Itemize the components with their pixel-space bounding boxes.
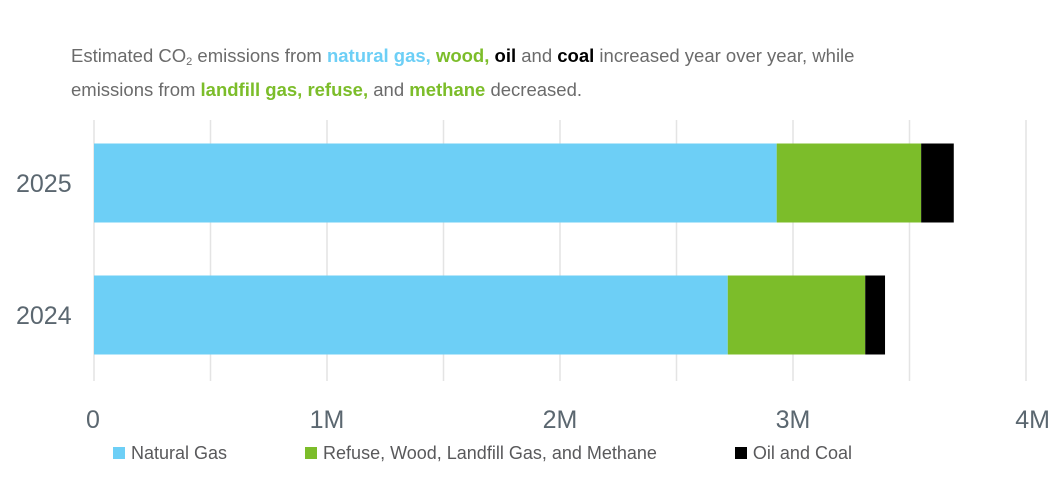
legend-label: Refuse, Wood, Landfill Gas, and Methane xyxy=(323,442,657,463)
subtitle-text: and xyxy=(516,45,558,66)
subtitle-highlight: landfill gas, refuse, xyxy=(200,79,369,100)
bar-2024-series-0 xyxy=(94,275,728,355)
x-tick-label: 2M xyxy=(543,406,578,434)
bar-2025-series-1 xyxy=(776,143,922,223)
subtitle-text: emissions from xyxy=(192,45,327,66)
x-tick-label: 4M xyxy=(1015,406,1050,434)
subtitle-highlight: oil xyxy=(494,45,517,66)
subtitle-highlight: wood, xyxy=(435,45,490,66)
legend-swatch xyxy=(305,447,318,459)
subtitle-text: increased year over year, while xyxy=(594,45,855,66)
subtitle-text: emissions from xyxy=(71,79,201,100)
bar-2024-series-1 xyxy=(727,275,866,355)
subtitle-text: Estimated CO xyxy=(71,45,187,66)
y-tick-label: 2024 xyxy=(16,302,72,330)
x-tick-label: 0 xyxy=(86,406,100,434)
bar-2024-series-2 xyxy=(865,275,886,355)
subtitle-text: and xyxy=(368,79,410,100)
legend-label: Natural Gas xyxy=(131,442,228,463)
chart-subtitle: Estimated CO2 emissions from natural gas… xyxy=(71,42,1031,103)
legend-swatch xyxy=(113,447,125,459)
legend-item: Oil and Coal xyxy=(734,442,852,464)
chart-legend: Natural Gas Refuse, Wood, Landfill Gas, a… xyxy=(113,441,852,465)
x-tick-label: 1M xyxy=(310,406,345,434)
subtitle-highlight: natural gas, xyxy=(326,45,431,66)
subtitle-highlight: methane xyxy=(409,79,486,100)
y-tick-label: 2025 xyxy=(16,170,72,198)
bar-2025-series-2 xyxy=(921,143,954,223)
legend-label: Oil and Coal xyxy=(752,442,852,463)
legend-item: Refuse, Wood, Landfill Gas, and Methane xyxy=(305,443,657,464)
legend-swatch xyxy=(734,447,747,459)
bar-2025-series-0 xyxy=(94,143,777,223)
subtitle-text: decreased. xyxy=(485,79,583,100)
subtitle-highlight: coal xyxy=(557,45,595,66)
subtitle-text: 2 xyxy=(186,56,193,68)
legend-item: Natural Gas xyxy=(113,443,227,464)
x-tick-label: 3M xyxy=(776,406,811,434)
